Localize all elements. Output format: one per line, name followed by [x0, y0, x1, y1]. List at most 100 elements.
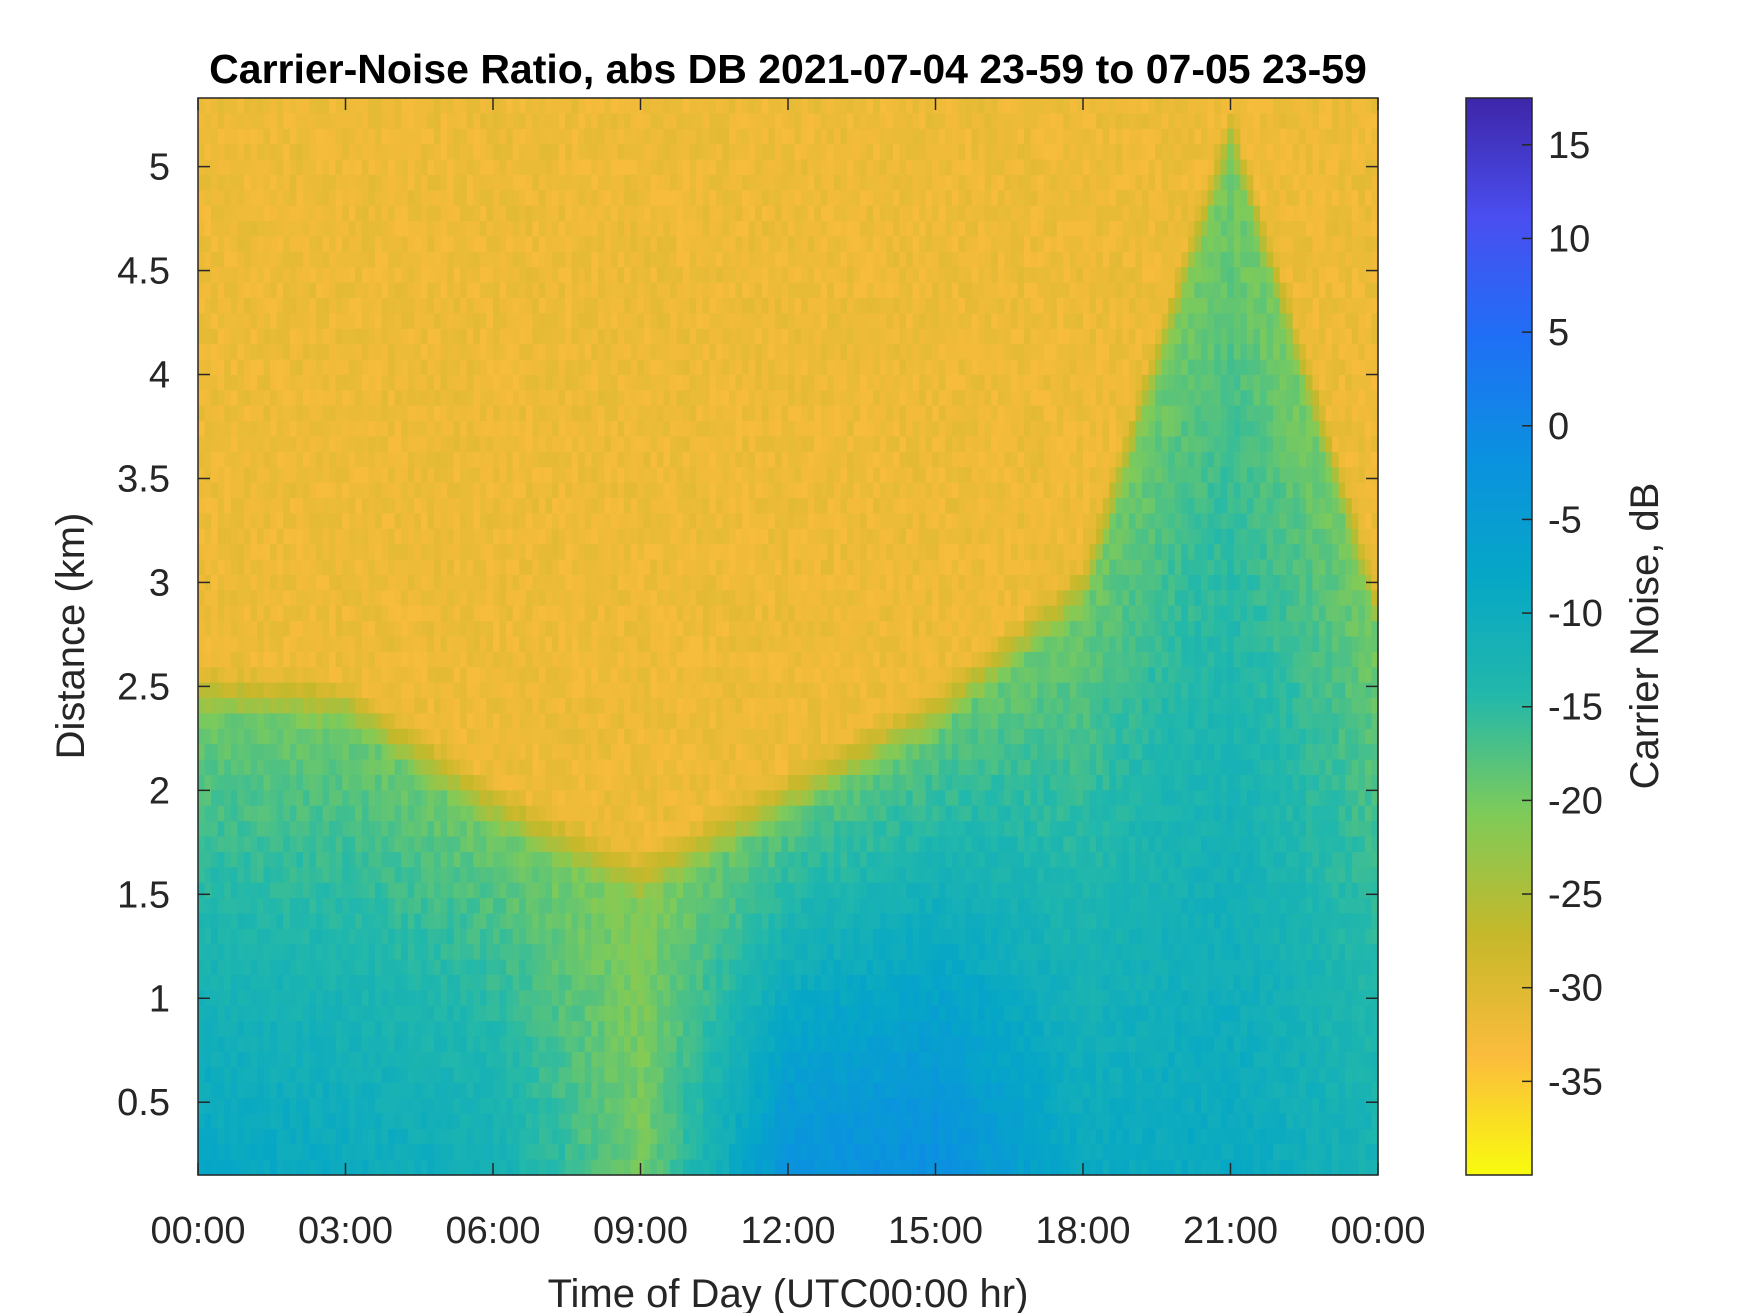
heatmap-cell — [401, 451, 409, 468]
heatmap-cell — [1227, 390, 1235, 407]
heatmap-cell — [1056, 251, 1064, 268]
heatmap-cell — [361, 451, 370, 468]
heatmap-cell — [1305, 359, 1314, 376]
heatmap-cell — [945, 513, 953, 530]
heatmap-cell — [906, 174, 914, 191]
heatmap-cell — [1148, 467, 1156, 484]
heatmap-cell — [984, 344, 992, 361]
heatmap-cell — [1128, 390, 1137, 407]
heatmap-cell — [1102, 451, 1110, 468]
heatmap-cell — [565, 144, 573, 161]
heatmap-cell — [938, 374, 946, 391]
heatmap-cell — [1358, 359, 1366, 376]
heatmap-cell — [617, 374, 625, 391]
heatmap-cell — [361, 482, 370, 499]
heatmap-cell — [945, 190, 953, 207]
heatmap-cell — [1174, 421, 1182, 438]
heatmap-cell — [689, 359, 697, 376]
heatmap-cell — [958, 236, 966, 253]
heatmap-cell — [493, 267, 501, 284]
heatmap-cell — [906, 298, 914, 314]
heatmap-cell — [1371, 98, 1379, 114]
heatmap-cell — [991, 298, 999, 314]
heatmap-cell — [1351, 205, 1359, 222]
heatmap-cell — [499, 405, 507, 422]
heatmap-cell — [847, 359, 855, 376]
heatmap-cell — [1233, 498, 1241, 515]
heatmap-cell — [755, 436, 763, 453]
heatmap-cell — [866, 359, 874, 376]
heatmap-cell — [296, 390, 304, 407]
heatmap-cell — [211, 451, 219, 468]
heatmap-cell — [578, 174, 586, 191]
heatmap-cell — [991, 113, 999, 130]
heatmap-cell — [329, 159, 337, 176]
heatmap-cell — [1122, 128, 1130, 145]
heatmap-cell — [833, 205, 842, 222]
heatmap-cell — [1155, 436, 1163, 453]
heatmap-cell — [1122, 236, 1130, 253]
heatmap-cell — [1299, 251, 1307, 268]
heatmap-cell — [545, 251, 553, 268]
heatmap-cell — [1273, 128, 1281, 145]
heatmap-cell — [224, 436, 232, 453]
heatmap-cell — [729, 421, 737, 438]
heatmap-cell — [1233, 282, 1241, 299]
heatmap-cell — [525, 390, 533, 407]
heatmap-cell — [394, 174, 402, 191]
heatmap-cell — [611, 205, 619, 222]
heatmap-cell — [1371, 498, 1379, 515]
heatmap-cell — [637, 282, 645, 299]
heatmap-cell — [565, 205, 573, 222]
heatmap-cell — [1056, 344, 1064, 361]
heatmap-cell — [709, 98, 717, 114]
heatmap-cell — [368, 267, 376, 284]
heatmap-cell — [912, 113, 920, 130]
heatmap-cell — [1142, 128, 1150, 145]
heatmap-cell — [499, 298, 507, 314]
heatmap-cell — [368, 436, 376, 453]
heatmap-cell — [892, 374, 901, 391]
heatmap-cell — [709, 390, 717, 407]
heatmap-cell — [847, 128, 855, 145]
heatmap-cell — [1273, 313, 1281, 330]
heatmap-cell — [774, 267, 783, 284]
heatmap-cell — [696, 298, 704, 314]
heatmap-cell — [742, 313, 750, 330]
heatmap-cell — [971, 236, 979, 253]
heatmap-cell — [1194, 451, 1202, 468]
heatmap-cell — [1253, 98, 1261, 114]
heatmap-cell — [414, 221, 422, 238]
heatmap-cell — [486, 344, 494, 361]
heatmap-cell — [493, 359, 501, 376]
heatmap-cell — [886, 344, 894, 361]
heatmap-cell — [617, 128, 625, 145]
heatmap-cell — [683, 482, 691, 499]
heatmap-cell — [1037, 113, 1045, 130]
heatmap-cell — [420, 221, 429, 238]
heatmap-cell — [820, 374, 828, 391]
heatmap-cell — [1338, 313, 1346, 330]
heatmap-cell — [302, 98, 311, 114]
heatmap-cell — [1083, 205, 1091, 222]
heatmap-cell — [925, 98, 933, 114]
heatmap-cell — [512, 174, 520, 191]
heatmap-cell — [1266, 251, 1274, 268]
heatmap-cell — [958, 359, 966, 376]
heatmap-cell — [742, 298, 750, 314]
heatmap-cell — [1305, 421, 1314, 438]
heatmap-cell — [1240, 313, 1248, 330]
heatmap-cell — [643, 190, 651, 207]
heatmap-cell — [388, 482, 396, 499]
heatmap-cell — [237, 221, 245, 238]
heatmap-cell — [329, 451, 337, 468]
heatmap-cell — [414, 298, 422, 314]
heatmap-cell — [971, 298, 979, 314]
heatmap-cell — [453, 174, 461, 191]
heatmap-cell — [335, 282, 343, 299]
heatmap-cell — [552, 205, 560, 222]
heatmap-cell — [1083, 251, 1091, 268]
heatmap-cell — [1246, 236, 1255, 253]
heatmap-cell — [650, 421, 658, 438]
heatmap-cell — [538, 159, 547, 176]
